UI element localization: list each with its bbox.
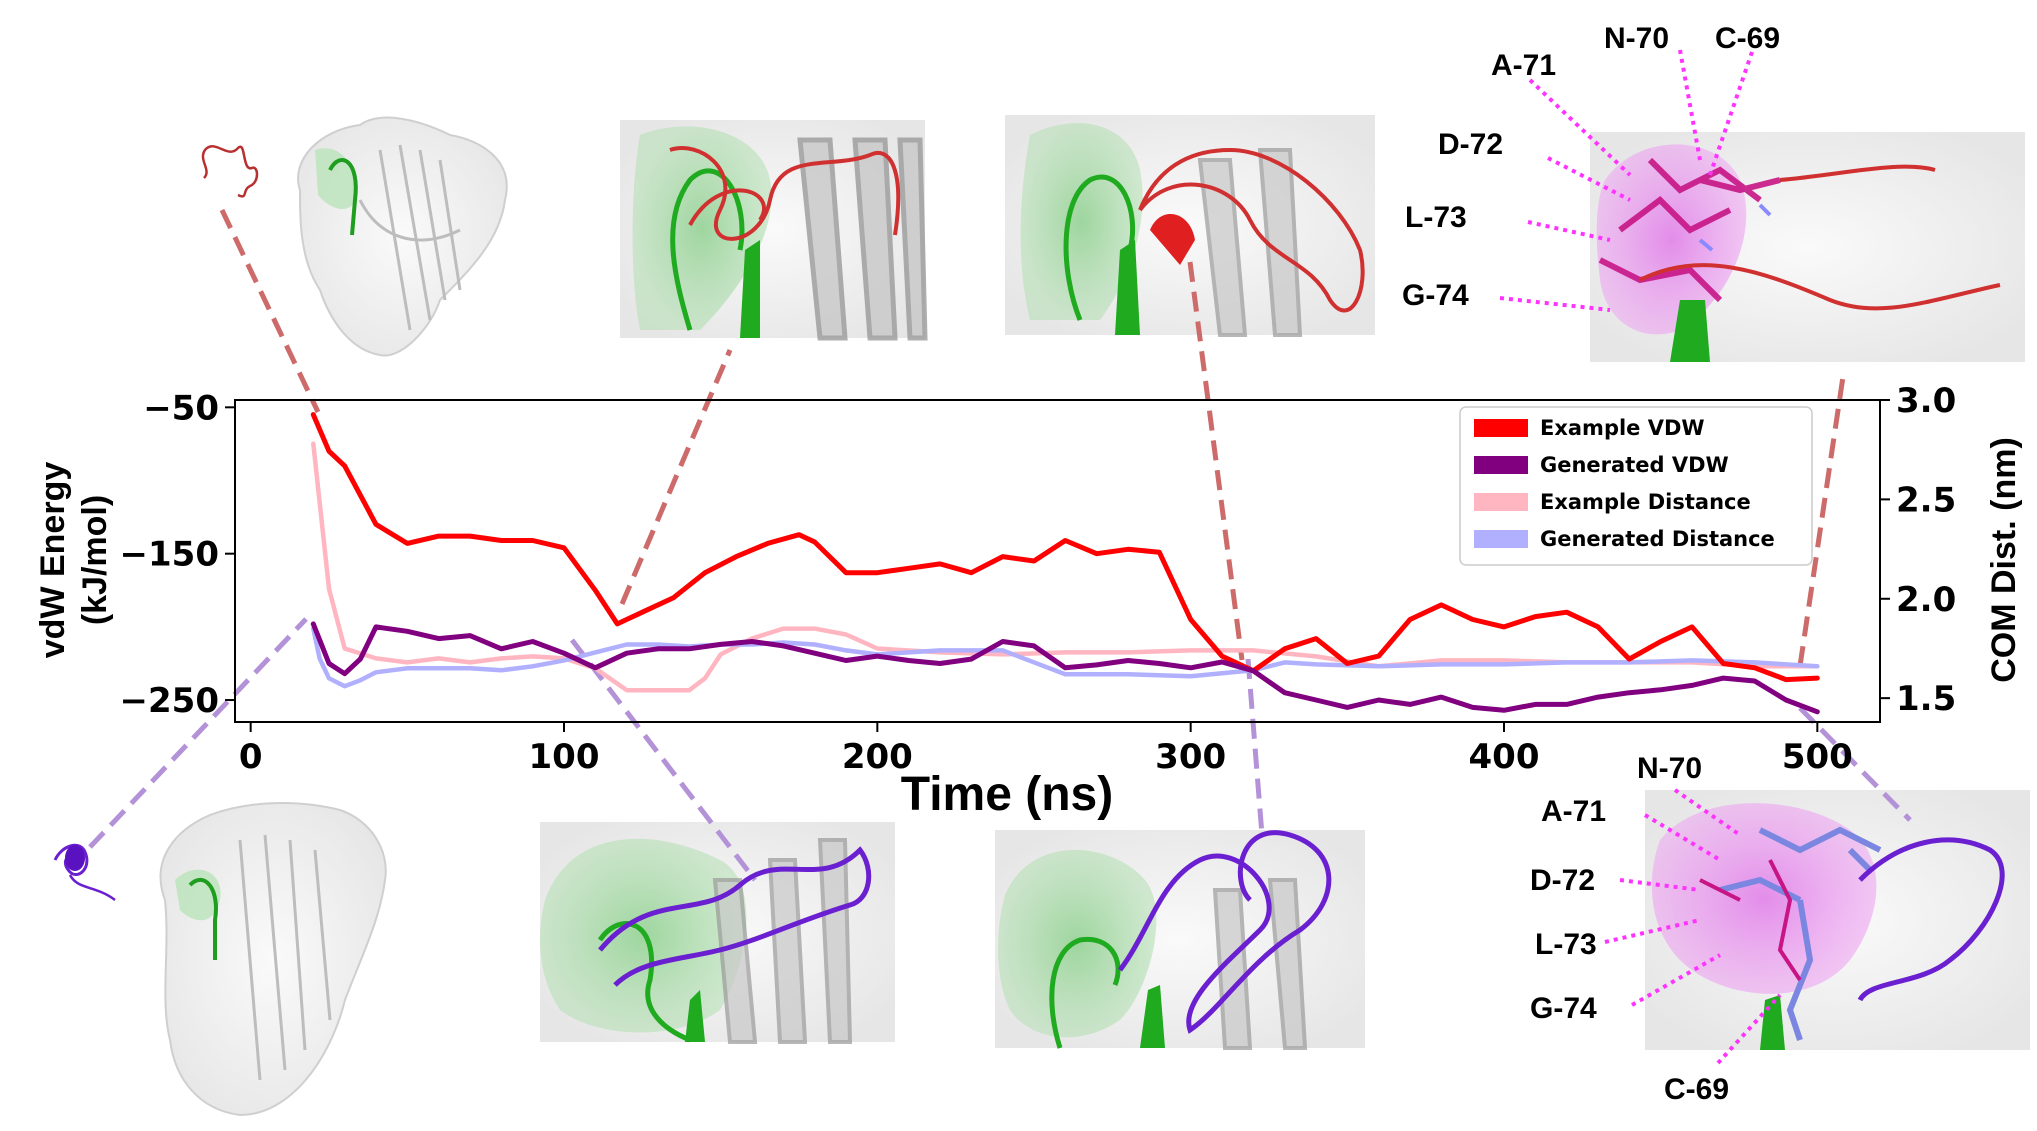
legend-swatch bbox=[1474, 493, 1528, 511]
protein-zoom-panel-4-example bbox=[1590, 132, 2025, 362]
residue-label: A-71 bbox=[1541, 795, 1606, 828]
protein-zoom-panel-2-example bbox=[620, 120, 928, 341]
legend-label: Example VDW bbox=[1540, 416, 1705, 440]
residue-labels-bottom: N-70 A-71 D-72 L-73 G-74 C-69 bbox=[1530, 752, 1782, 1106]
protein-zoom-panel-3-generated bbox=[995, 830, 1365, 1050]
x-axis-title: Time (ns) bbox=[901, 768, 1113, 821]
residue-label: D-72 bbox=[1530, 864, 1595, 897]
residue-label: A-71 bbox=[1491, 49, 1556, 82]
x-axis-ticks: 0 100 200 300 400 500 bbox=[239, 722, 1853, 777]
residue-labels-top: N-70 C-69 A-71 D-72 L-73 G-74 bbox=[1402, 22, 1780, 312]
series-line-generated-distance bbox=[311, 626, 1820, 689]
residue-label: L-73 bbox=[1405, 201, 1467, 234]
residue-label: D-72 bbox=[1438, 128, 1503, 161]
residue-label: G-74 bbox=[1530, 992, 1597, 1025]
residue-label: C-69 bbox=[1664, 1073, 1729, 1106]
x-tick-label: 200 bbox=[842, 737, 913, 777]
y-axis-left-title-line: (kJ/mol) bbox=[76, 495, 114, 625]
vdw-distance-chart: 0 100 200 300 400 500 −50 −150 −250 1.5 2.0 2.5 3.… bbox=[34, 381, 2023, 821]
protein-zoom-panel-4-generated bbox=[1645, 790, 2030, 1050]
x-tick-label: 500 bbox=[1782, 737, 1853, 777]
series-line-generated-vdw bbox=[310, 621, 1820, 715]
x-tick-label: 300 bbox=[1155, 737, 1226, 777]
y-axis-left-title: vdW Energy (kJ/mol) bbox=[34, 462, 114, 659]
series-line-example-distance bbox=[311, 441, 1820, 693]
residue-label: L-73 bbox=[1535, 928, 1597, 961]
connector-generated-panel-3 bbox=[1245, 658, 1265, 836]
residue-label: G-74 bbox=[1402, 279, 1469, 312]
legend-label: Generated VDW bbox=[1540, 453, 1729, 477]
y-right-tick-label: 3.0 bbox=[1896, 381, 1956, 421]
protein-zoom-panel-3-example bbox=[1005, 115, 1375, 337]
y-left-tick-label: −150 bbox=[120, 535, 219, 575]
connector-lines bbox=[88, 208, 1912, 882]
legend-swatch bbox=[1474, 419, 1528, 437]
legend-swatch bbox=[1474, 530, 1528, 548]
legend-box bbox=[1459, 406, 1813, 566]
connector-example-panel-2 bbox=[619, 349, 733, 605]
y-left-tick-label: −250 bbox=[120, 681, 219, 721]
connector-example-panel-4 bbox=[1797, 369, 1847, 667]
legend-swatch bbox=[1474, 456, 1528, 474]
connector-example-free bbox=[219, 208, 321, 414]
legend: Example VDW Generated VDW Example Distance… bbox=[1459, 406, 1813, 566]
protein-structure-bottom-left bbox=[159, 802, 387, 1117]
y-left-tick-label: −50 bbox=[143, 388, 219, 428]
generated-peptide-free-icon bbox=[53, 843, 116, 902]
connector-generated-panel-2 bbox=[570, 638, 757, 882]
y-right-tick-label: 2.5 bbox=[1896, 480, 1956, 520]
x-tick-label: 0 bbox=[239, 737, 263, 777]
protein-zoom-panel-2-generated bbox=[540, 822, 895, 1044]
legend-label: Example Distance bbox=[1540, 490, 1751, 514]
y-axis-right-ticks: 1.5 2.0 2.5 3.0 bbox=[1880, 381, 1956, 719]
residue-label: N-70 bbox=[1604, 22, 1669, 55]
example-peptide-free-icon bbox=[201, 145, 259, 198]
y-right-tick-label: 2.0 bbox=[1896, 580, 1956, 620]
connector-example-panel-3 bbox=[1187, 261, 1245, 661]
y-right-tick-label: 1.5 bbox=[1896, 679, 1956, 719]
connector-generated-free bbox=[88, 617, 308, 849]
residue-label: N-70 bbox=[1637, 752, 1702, 785]
plot-area bbox=[234, 399, 1881, 723]
y-axis-left-title-line: vdW Energy bbox=[34, 462, 72, 659]
series-layer bbox=[310, 412, 1820, 715]
x-tick-label: 100 bbox=[529, 737, 600, 777]
residue-label: C-69 bbox=[1715, 22, 1780, 55]
x-tick-label: 400 bbox=[1469, 737, 1540, 777]
series-line-example-vdw bbox=[310, 412, 1820, 683]
y-axis-right-title: COM Dist. (nm) bbox=[1985, 437, 2023, 683]
legend-label: Generated Distance bbox=[1540, 527, 1775, 551]
connector-generated-panel-4 bbox=[1798, 706, 1912, 822]
protein-structure-top-left bbox=[297, 116, 508, 357]
y-axis-left-ticks: −50 −150 −250 bbox=[120, 388, 235, 721]
